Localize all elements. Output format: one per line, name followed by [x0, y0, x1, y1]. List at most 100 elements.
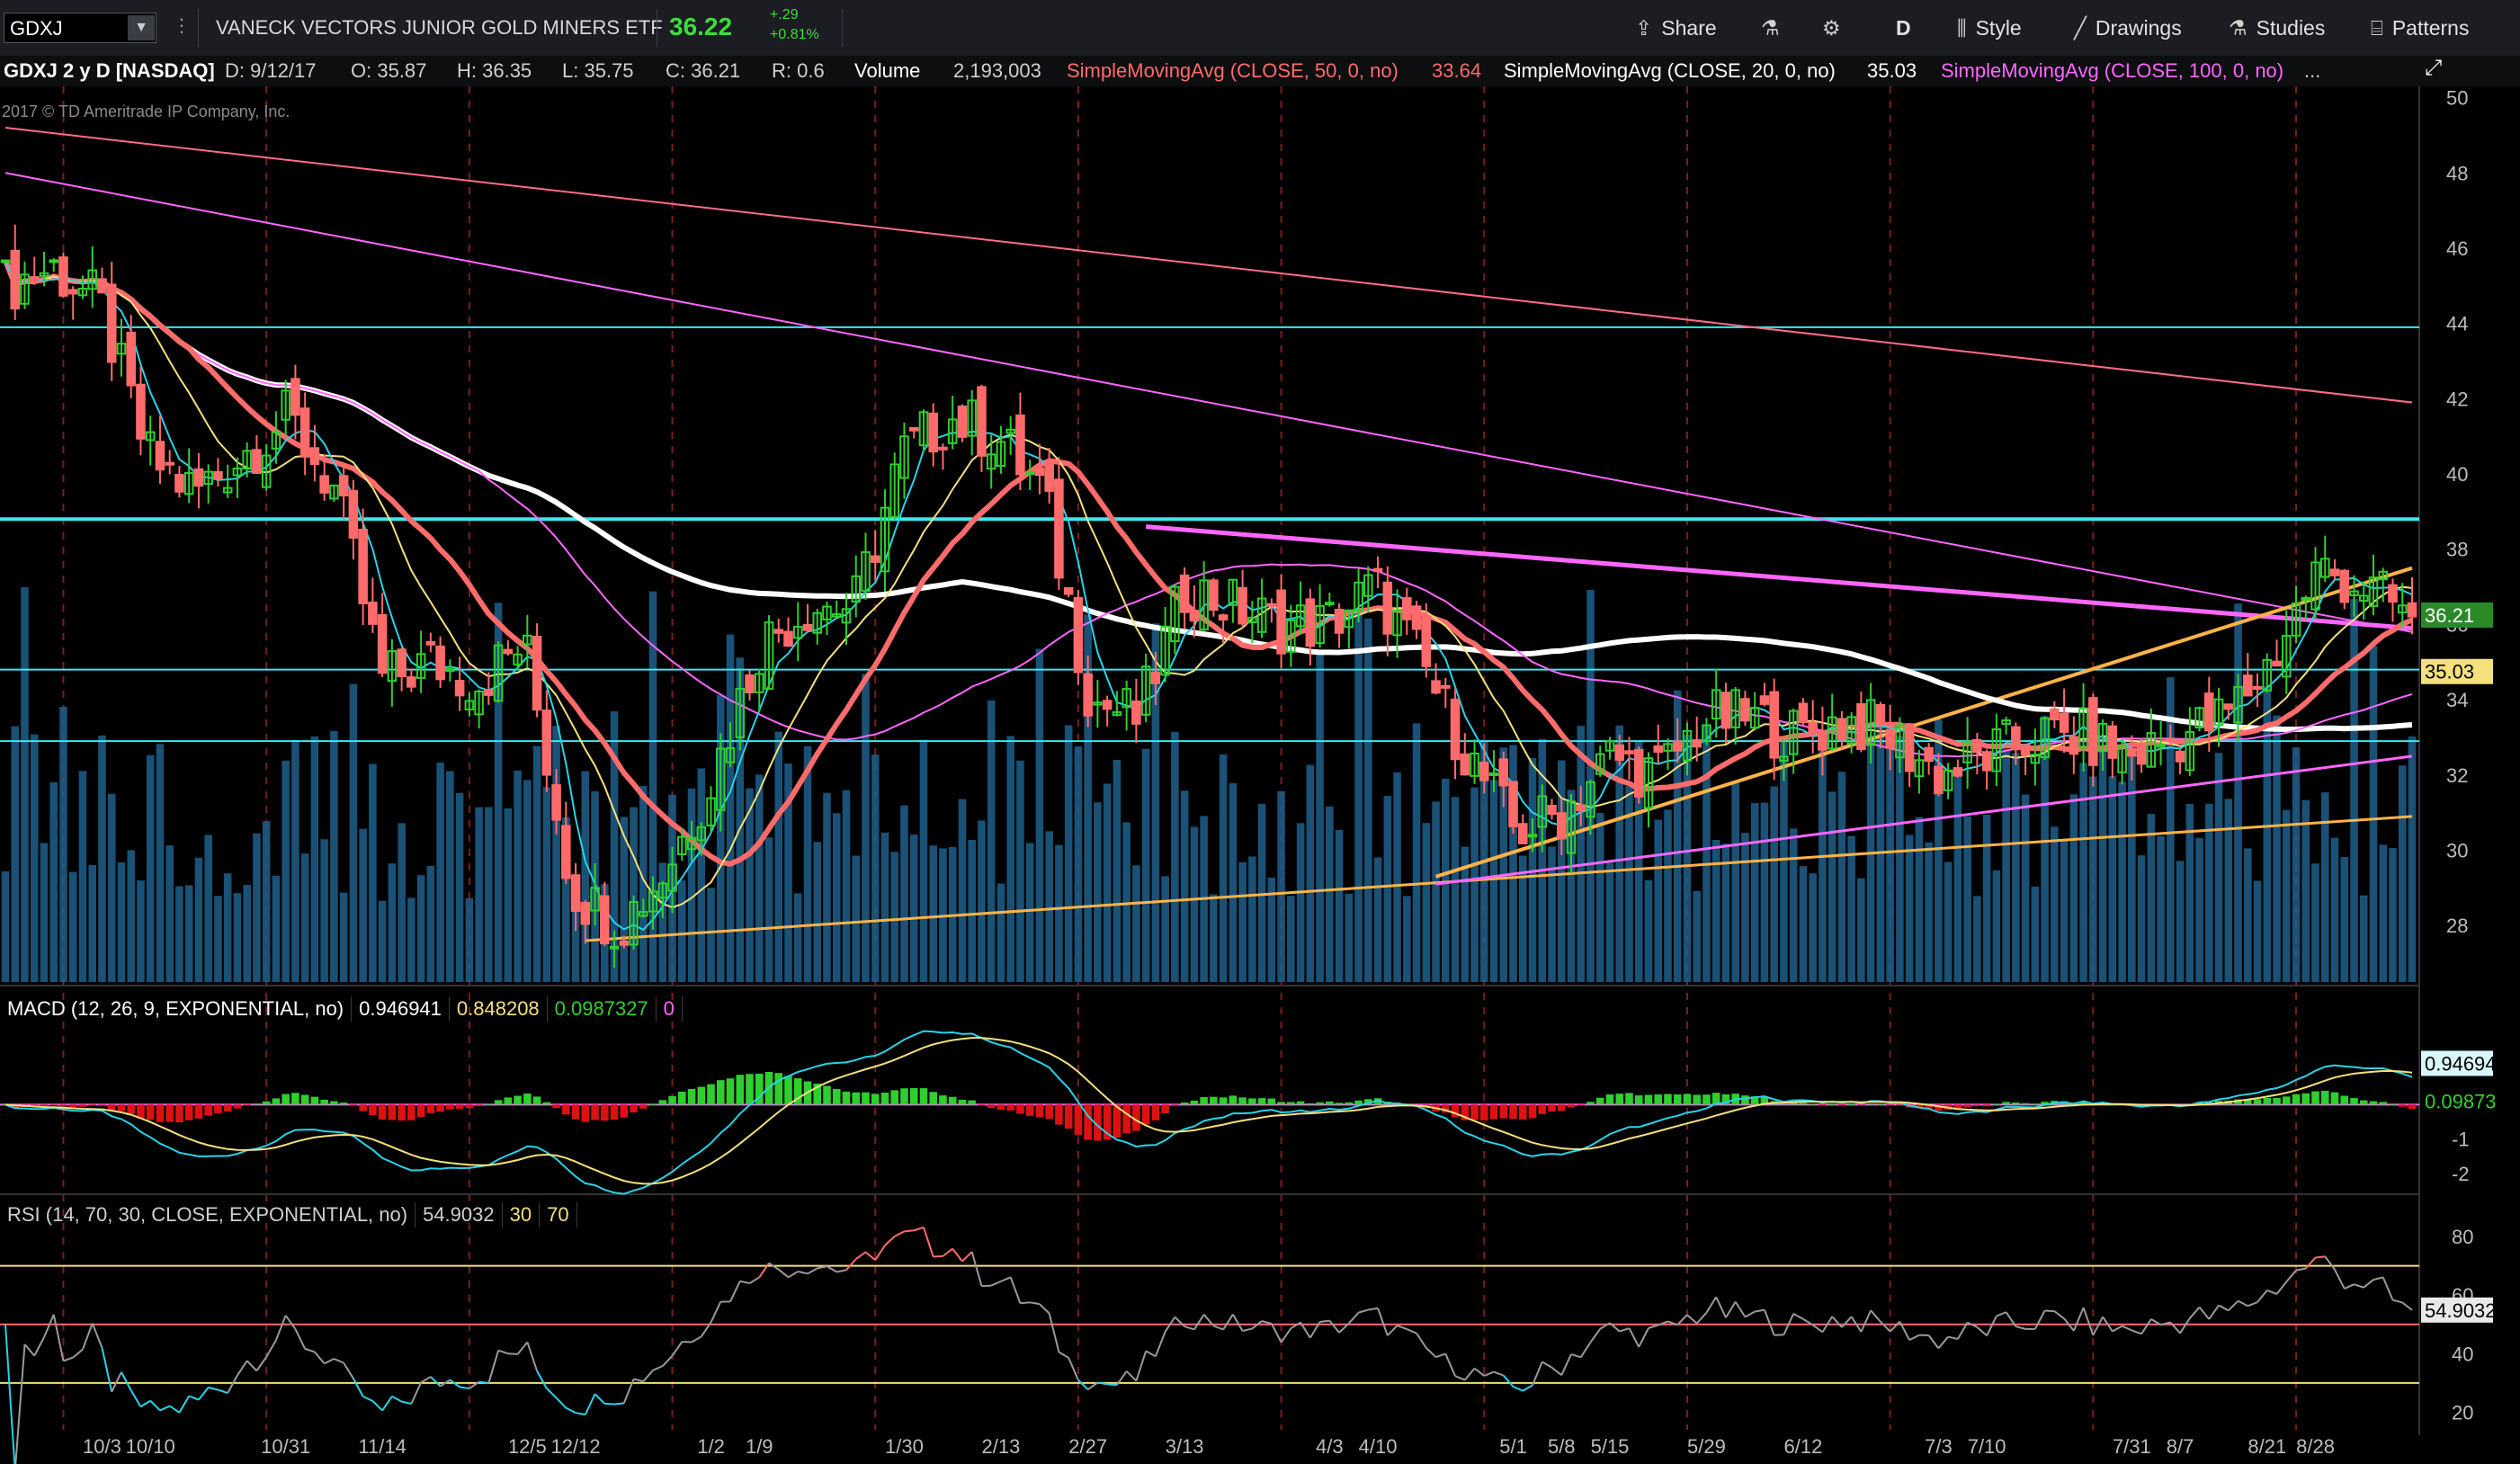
rsi-segment: [1397, 1325, 1407, 1331]
macd-histogram-bar: [194, 1104, 203, 1119]
macd-histogram-bar: [542, 1102, 551, 1105]
rsi-segment: [1145, 1350, 1157, 1358]
volume-bar: [2098, 745, 2107, 982]
macd-histogram-bar: [987, 1104, 996, 1109]
candle-body: [561, 825, 571, 879]
toolbar-divider: [198, 9, 199, 47]
rsi-segment: [23, 1343, 36, 1357]
macd-histogram-bar: [2408, 1104, 2417, 1110]
candle-body: [1247, 616, 1257, 623]
rsi-segment: [198, 1387, 210, 1401]
macd-histogram-bar: [1721, 1094, 1730, 1105]
rsi-segment: [575, 1412, 586, 1416]
volume-bar: [1548, 846, 1556, 982]
volume-bar: [494, 603, 503, 982]
rsi-segment: [1676, 1314, 1688, 1326]
volume-bar: [1296, 823, 1305, 982]
volume-bar: [823, 792, 831, 982]
candle-body: [2243, 674, 2253, 697]
macd-histogram-bar: [2330, 1092, 2339, 1105]
rsi-segment: [1222, 1314, 1234, 1330]
rsi-segment: [208, 1386, 219, 1391]
rsi-segment: [274, 1315, 287, 1341]
volume-bar: [620, 817, 629, 982]
rsi-segment: [1764, 1309, 1775, 1336]
link-icon[interactable]: ⋮: [173, 16, 191, 36]
macd-histogram-bar: [1296, 1101, 1305, 1105]
share-button[interactable]: ⇪ Share: [1635, 9, 1717, 47]
volume-bar: [755, 774, 764, 982]
macd-histogram-bar: [359, 1104, 367, 1111]
candle-body: [2136, 744, 2147, 765]
candle-body: [232, 467, 243, 477]
rsi-segment: [1300, 1322, 1311, 1339]
volume-bar: [1412, 723, 1421, 982]
style-button[interactable]: ⫼ Style: [1957, 9, 2022, 47]
date-tick-label: 8/21: [2247, 1435, 2286, 1458]
rsi-segment: [622, 1379, 635, 1404]
candle-body: [1943, 769, 1953, 791]
macd-histogram-bar: [291, 1093, 299, 1105]
studies-button[interactable]: ⚗ Studies: [2229, 9, 2325, 47]
rsi-segment: [2381, 1276, 2394, 1301]
macd-histogram-bar: [1595, 1097, 1604, 1105]
candle-body: [425, 640, 436, 646]
volume-bar: [2051, 826, 2059, 982]
macd-histogram-bar: [1480, 1104, 1488, 1120]
volume-bar: [446, 771, 454, 982]
candle-body: [2233, 685, 2243, 724]
trendline-support: [585, 815, 2413, 942]
candle-body: [1392, 610, 1402, 637]
candle-body: [271, 431, 281, 450]
macd-histogram-bar: [1200, 1097, 1208, 1105]
volume-bar: [1770, 786, 1778, 982]
more-studies[interactable]: ...: [2304, 59, 2321, 82]
symbol-dropdown-icon[interactable]: ▼: [128, 15, 155, 40]
volume-bar: [1741, 833, 1749, 982]
volume-bar: [1190, 826, 1199, 982]
rsi-segment: [2218, 1304, 2230, 1312]
macd-diff-badge-bg: [2421, 1088, 2493, 1114]
candle-body: [329, 484, 339, 500]
period-button[interactable]: D: [1896, 16, 1911, 40]
volume-bar: [1326, 806, 1334, 982]
date-tick-label: 7/31: [2113, 1435, 2151, 1458]
candle-body: [1769, 691, 1779, 759]
rsi-segment: [314, 1351, 326, 1364]
settings-button[interactable]: ⚙: [1822, 9, 1850, 47]
candle-body: [2020, 744, 2031, 756]
macd-histogram-bar: [1489, 1104, 1498, 1120]
rsi-segment: [2131, 1329, 2142, 1335]
macd-histogram-bar: [1915, 1104, 1924, 1109]
macd-signal-line: [4, 1037, 2413, 1185]
rsi-segment: [237, 1360, 248, 1377]
patterns-button[interactable]: ⌸ Patterns: [2371, 9, 2469, 47]
macd-histogram-bar: [485, 1104, 493, 1106]
rsi-segment: [555, 1397, 567, 1409]
macd-histogram-bar: [1161, 1104, 1169, 1114]
volume-bar: [1673, 690, 1682, 982]
rsi-segment: [410, 1381, 423, 1405]
candle-body: [145, 431, 156, 442]
candle-body: [1865, 699, 1876, 746]
macd-histogram-bar: [880, 1092, 889, 1105]
candle-body: [397, 648, 407, 678]
macd-histogram-bar: [1664, 1094, 1672, 1105]
rsi-segment: [1734, 1301, 1747, 1318]
zoom-icon[interactable]: ⤢: [2425, 56, 2443, 80]
volume-bar: [2176, 861, 2185, 982]
date-tick-label: 7/3: [1925, 1435, 1953, 1458]
flask-button[interactable]: ⚗: [1761, 9, 1789, 47]
rsi-segment: [1020, 1301, 1031, 1305]
candle-body: [1566, 800, 1577, 854]
volume-bar: [1538, 738, 1547, 982]
date-tick-label: 10/3: [83, 1435, 121, 1458]
volume-bar: [2195, 837, 2203, 982]
macd-histogram-bar: [1025, 1104, 1034, 1116]
candle-body: [1740, 698, 1750, 722]
volume-bar: [2244, 848, 2252, 982]
drawings-button[interactable]: ╱ Drawings: [2074, 9, 2182, 47]
volume-bar: [2031, 886, 2040, 982]
price-change-pct: +0.81%: [770, 27, 819, 42]
candle-body: [1914, 759, 1925, 778]
